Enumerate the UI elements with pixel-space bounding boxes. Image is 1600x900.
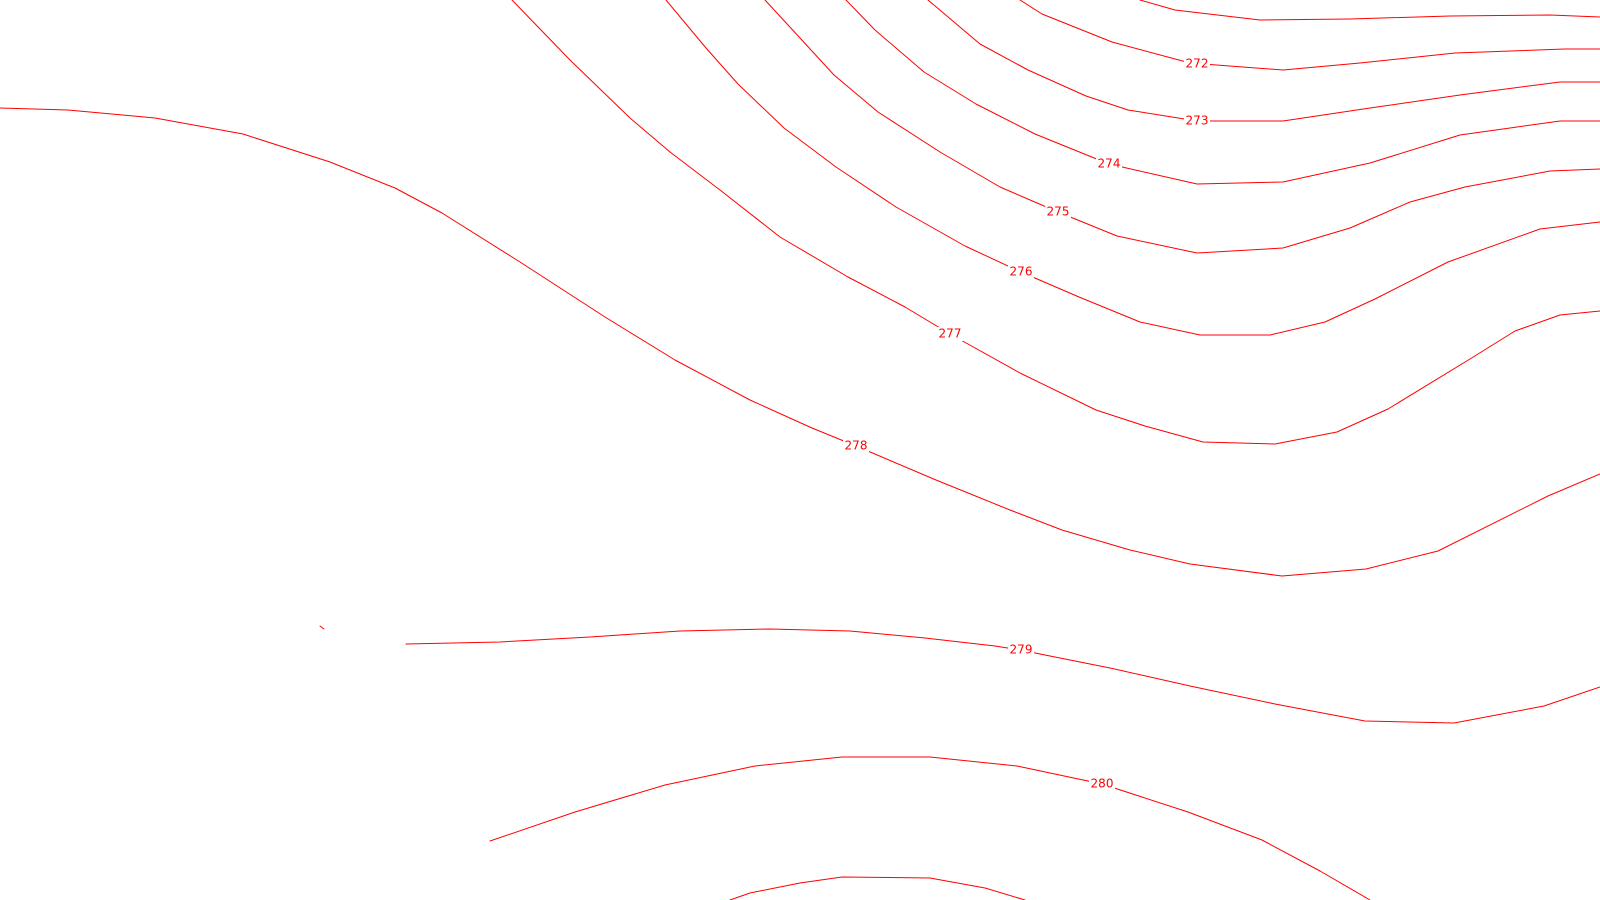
contour-label-bg-274 — [1096, 157, 1122, 171]
contour-line-274 — [927, 0, 1600, 122]
contour-label-bg-275 — [1045, 205, 1071, 219]
contour-label-bg-279 — [1008, 643, 1034, 657]
contour-line-277 — [665, 0, 1600, 336]
contour-label-279: 279 — [1010, 643, 1033, 657]
contour-label-272: 272 — [1186, 57, 1209, 71]
contour-line-278 — [511, 0, 1600, 445]
contour-label-275: 275 — [1047, 205, 1070, 219]
contour-line-280-part-2 — [729, 876, 1026, 900]
contour-label-276: 276 — [1010, 265, 1033, 279]
contour-label-277: 277 — [939, 327, 962, 341]
contour-line-273 — [1019, 0, 1600, 71]
contour-line-272 — [1139, 0, 1600, 21]
contour-line-279-part-2 — [405, 628, 1600, 724]
contour-line-280-part-1 — [489, 756, 1371, 900]
contour-line-279-part-3 — [319, 625, 325, 630]
contour-line-279-part-1 — [0, 107, 1600, 577]
contour-label-273: 273 — [1186, 114, 1209, 128]
contour-label-bg-277 — [937, 327, 963, 341]
contour-label-bg-280 — [1089, 777, 1115, 791]
contour-label-bg-276 — [1008, 265, 1034, 279]
contour-label-280: 280 — [1091, 777, 1114, 791]
contour-label-bg-278 — [843, 439, 869, 453]
contour-label-bg-273 — [1184, 114, 1210, 128]
contour-label-bg-272 — [1184, 57, 1210, 71]
contour-label-278: 278 — [845, 439, 868, 453]
contour-line-276 — [764, 0, 1600, 254]
contour-line-275 — [845, 0, 1600, 185]
contour-label-274: 274 — [1098, 157, 1121, 171]
contour-labels: 272 273 274 275 276 277 278 279 280 — [843, 57, 1210, 791]
